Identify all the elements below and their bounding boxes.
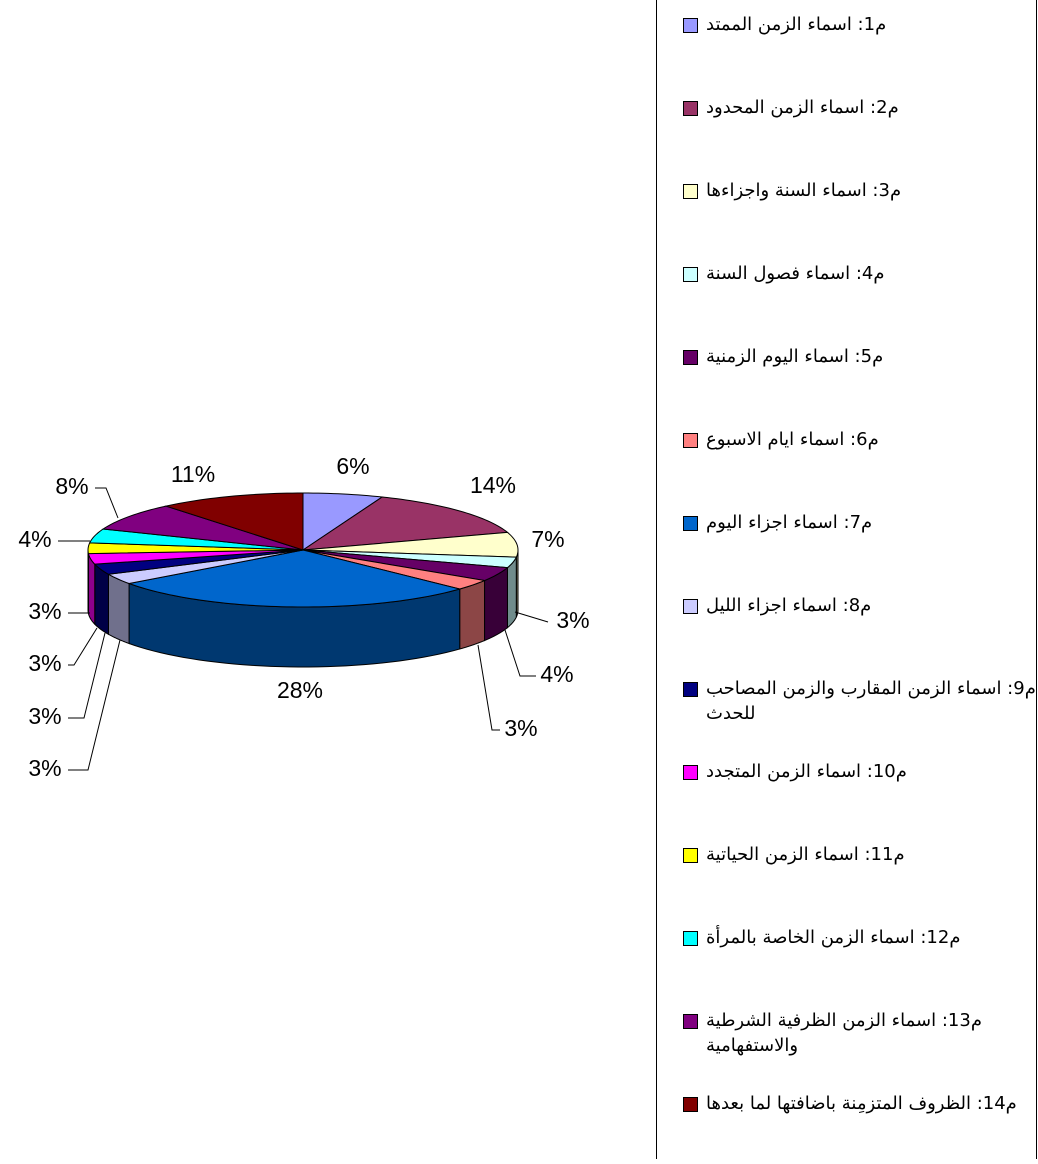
legend-label: م2: اسماء الزمن المحدود	[706, 95, 899, 120]
data-label: 4%	[18, 526, 51, 552]
legend-entry: م10: اسماء الزمن المتجدد	[683, 759, 907, 784]
legend-swatch	[683, 433, 698, 448]
data-label: 28%	[277, 677, 323, 703]
data-label: 6%	[336, 453, 369, 479]
data-label: 3%	[28, 755, 61, 781]
legend-entry: م2: اسماء الزمن المحدود	[683, 95, 899, 120]
slice-side	[108, 574, 129, 643]
legend-label: م1: اسماء الزمن الممتد	[706, 12, 886, 37]
legend-swatch	[683, 516, 698, 531]
legend-entry: م4: اسماء فصول السنة	[683, 261, 885, 286]
leader-line	[478, 645, 500, 730]
chart: 6% 14% 7% 3% 4% 3% 28% 3% 3% 3% 3% 4% 8% 11%	[0, 0, 656, 1159]
legend-entry: م11: اسماء الزمن الحياتية	[683, 842, 905, 867]
legend-entry: م12: اسماء الزمن الخاصة بالمرأة	[683, 925, 960, 950]
slice-side	[88, 554, 94, 625]
legend: م1: اسماء الزمن الممتد م2: اسماء الزمن ال…	[656, 0, 1037, 1159]
data-label: 3%	[28, 598, 61, 624]
leader-line	[68, 640, 120, 770]
legend-swatch	[683, 184, 698, 199]
legend-swatch	[683, 765, 698, 780]
legend-entry: م9: اسماء الزمن المقارب والزمن المصاحب ل…	[683, 676, 1036, 726]
data-label: 14%	[470, 472, 516, 498]
legend-swatch	[683, 18, 698, 33]
data-label: 8%	[55, 473, 88, 499]
legend-swatch	[683, 1097, 698, 1112]
legend-label: م3: اسماء السنة واجزاءها	[706, 178, 901, 203]
legend-entry: م8: اسماء اجزاء الليل	[683, 593, 871, 618]
legend-swatch	[683, 931, 698, 946]
legend-label: م7: اسماء اجزاء اليوم	[706, 510, 872, 535]
data-label: 4%	[540, 661, 573, 687]
legend-entry: م13: اسماء الزمن الظرفية الشرطية والاستف…	[683, 1008, 1036, 1058]
legend-entry: م6: اسماء ايام الاسبوع	[683, 427, 879, 452]
data-label: 3%	[28, 650, 61, 676]
legend-swatch	[683, 101, 698, 116]
legend-entry: م5: اسماء اليوم الزمنية	[683, 344, 883, 369]
slice-side	[507, 557, 516, 627]
legend-entry: م1: اسماء الزمن الممتد	[683, 12, 886, 37]
legend-label: م13: اسماء الزمن الظرفية الشرطية والاستف…	[706, 1008, 1036, 1058]
legend-label: م14: الظروف المتزمِنة باضافتها لما بعدها	[706, 1091, 1017, 1116]
legend-swatch	[683, 1014, 698, 1029]
slice-side	[95, 564, 109, 634]
legend-label: م10: اسماء الزمن المتجدد	[706, 759, 907, 784]
legend-label: م6: اسماء ايام الاسبوع	[706, 427, 879, 452]
legend-label: م4: اسماء فصول السنة	[706, 261, 885, 286]
data-label: 7%	[531, 526, 564, 552]
legend-entry: م7: اسماء اجزاء اليوم	[683, 510, 872, 535]
data-label: 3%	[556, 607, 589, 633]
legend-label: م5: اسماء اليوم الزمنية	[706, 344, 883, 369]
legend-swatch	[683, 682, 698, 697]
legend-swatch	[683, 599, 698, 614]
legend-swatch	[683, 267, 698, 282]
legend-swatch	[683, 350, 698, 365]
leader-line	[505, 630, 536, 676]
data-label: 3%	[28, 703, 61, 729]
data-label: 11%	[171, 461, 215, 487]
leader-line	[95, 488, 118, 518]
slice-side	[460, 581, 485, 649]
legend-label: م8: اسماء اجزاء الليل	[706, 593, 871, 618]
data-label: 3%	[504, 715, 537, 741]
legend-label: م11: اسماء الزمن الحياتية	[706, 842, 905, 867]
legend-entry: م3: اسماء السنة واجزاءها	[683, 178, 901, 203]
legend-swatch	[683, 848, 698, 863]
legend-label: م12: اسماء الزمن الخاصة بالمرأة	[706, 925, 960, 950]
legend-label: م9: اسماء الزمن المقارب والزمن المصاحب ل…	[706, 676, 1036, 726]
legend-entry: م14: الظروف المتزمِنة باضافتها لما بعدها	[683, 1091, 1017, 1116]
leader-line	[68, 628, 97, 665]
leader-line	[515, 612, 548, 622]
